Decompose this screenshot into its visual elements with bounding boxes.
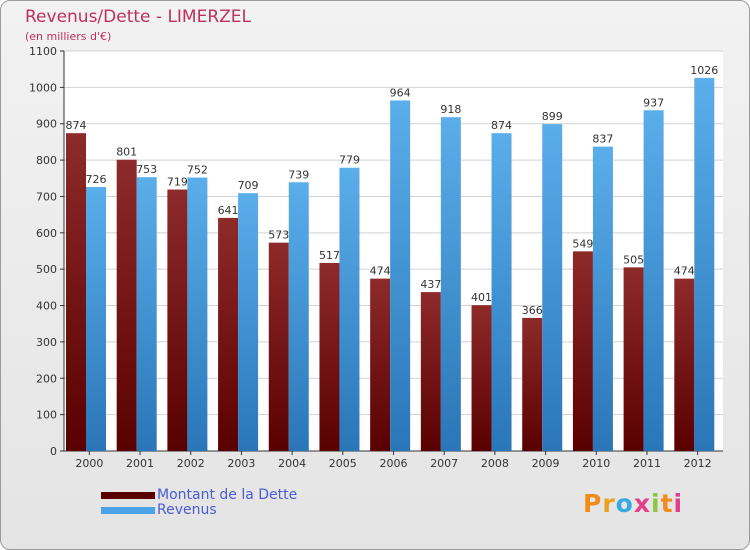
logo-letter: P bbox=[583, 489, 603, 518]
data-label: 801 bbox=[116, 146, 137, 159]
legend-label-dette: Montant de la Dette bbox=[157, 487, 298, 503]
bar-revenus bbox=[339, 167, 360, 451]
bar-revenus bbox=[187, 177, 208, 451]
logo-letter: t bbox=[660, 489, 674, 518]
y-tick-label: 1000 bbox=[29, 81, 57, 94]
x-tick-label: 2011 bbox=[633, 457, 661, 470]
bar-dette bbox=[370, 278, 391, 451]
y-tick-label: 800 bbox=[36, 154, 57, 167]
x-tick-label: 2008 bbox=[481, 457, 509, 470]
x-tick-label: 2006 bbox=[380, 457, 408, 470]
x-tick-label: 2012 bbox=[684, 457, 712, 470]
bar-revenus bbox=[542, 124, 563, 451]
data-label: 719 bbox=[167, 176, 188, 189]
y-tick-label: 300 bbox=[36, 336, 57, 349]
bar-dette bbox=[674, 278, 695, 451]
data-label: 641 bbox=[218, 204, 239, 217]
x-tick-label: 2002 bbox=[177, 457, 205, 470]
logo-letter: i bbox=[673, 489, 684, 518]
data-label: 366 bbox=[522, 304, 543, 317]
y-tick-label: 700 bbox=[36, 190, 57, 203]
bar-revenus bbox=[136, 177, 157, 451]
data-label: 937 bbox=[643, 96, 664, 109]
y-tick-label: 0 bbox=[50, 445, 57, 458]
bar-revenus bbox=[694, 77, 715, 451]
x-tick-label: 2007 bbox=[430, 457, 458, 470]
bar-revenus bbox=[86, 187, 106, 451]
x-tick-label: 2001 bbox=[126, 457, 154, 470]
bar-revenus bbox=[288, 182, 309, 452]
y-tick-label: 1100 bbox=[29, 45, 57, 58]
data-label: 437 bbox=[420, 278, 441, 291]
data-label: 874 bbox=[491, 119, 512, 132]
logo-letter: x bbox=[633, 489, 651, 518]
x-tick-label: 2009 bbox=[532, 457, 560, 470]
x-tick-label: 2000 bbox=[75, 457, 103, 470]
y-tick-label: 600 bbox=[36, 227, 57, 240]
data-label: 918 bbox=[440, 103, 461, 116]
bar-dette bbox=[471, 305, 492, 451]
data-label: 837 bbox=[592, 133, 613, 146]
bar-dette bbox=[167, 189, 188, 451]
bar-dette bbox=[623, 267, 644, 451]
bar-revenus bbox=[390, 100, 411, 452]
legend-swatch-dette bbox=[101, 492, 155, 499]
bar-dette bbox=[572, 251, 593, 451]
y-tick-label: 100 bbox=[36, 409, 57, 422]
logo-letter: o bbox=[615, 489, 634, 518]
data-label: 505 bbox=[623, 253, 644, 266]
data-label: 899 bbox=[542, 110, 563, 123]
data-label: 573 bbox=[268, 229, 289, 242]
x-tick-label: 2003 bbox=[227, 457, 255, 470]
y-tick-label: 200 bbox=[36, 372, 57, 385]
y-tick-label: 500 bbox=[36, 263, 57, 276]
x-tick-label: 2010 bbox=[582, 457, 610, 470]
data-label: 752 bbox=[187, 164, 208, 177]
data-label: 739 bbox=[288, 168, 309, 181]
y-tick-label: 900 bbox=[36, 118, 57, 131]
logo-letter: r bbox=[602, 489, 616, 518]
data-label: 1026 bbox=[690, 64, 718, 77]
bar-dette bbox=[420, 292, 441, 451]
bar-dette bbox=[319, 263, 340, 451]
data-label: 401 bbox=[471, 291, 492, 304]
logo-letter: i bbox=[651, 489, 661, 518]
bar-revenus bbox=[491, 133, 512, 451]
bar-dette bbox=[66, 133, 86, 451]
data-label: 753 bbox=[136, 163, 157, 176]
bar-dette bbox=[522, 317, 543, 451]
data-label: 779 bbox=[339, 154, 360, 167]
bar-dette bbox=[268, 242, 289, 451]
data-label: 874 bbox=[66, 119, 87, 132]
chart-title: Revenus/Dette - LIMERZEL bbox=[25, 7, 252, 27]
data-label: 517 bbox=[319, 249, 340, 262]
bar-revenus bbox=[238, 193, 259, 451]
x-tick-label: 2004 bbox=[278, 457, 306, 470]
data-label: 474 bbox=[674, 265, 695, 278]
bar-revenus bbox=[440, 117, 461, 451]
y-tick-label: 400 bbox=[36, 300, 57, 313]
data-label: 726 bbox=[86, 173, 107, 186]
legend-swatch-revenus bbox=[101, 507, 155, 514]
bar-dette bbox=[116, 159, 137, 451]
chart-subtitle: (en milliers d'€) bbox=[25, 30, 112, 43]
legend-label-revenus: Revenus bbox=[157, 502, 217, 518]
data-label: 709 bbox=[238, 179, 259, 192]
data-label: 474 bbox=[370, 265, 391, 278]
x-tick-label: 2005 bbox=[329, 457, 357, 470]
proxiti-logo: Proxiti bbox=[583, 489, 683, 518]
data-label: 549 bbox=[572, 237, 593, 250]
bar-dette bbox=[218, 217, 239, 451]
data-label: 964 bbox=[390, 86, 411, 99]
bar-revenus bbox=[643, 110, 664, 451]
bar-revenus bbox=[592, 146, 613, 452]
